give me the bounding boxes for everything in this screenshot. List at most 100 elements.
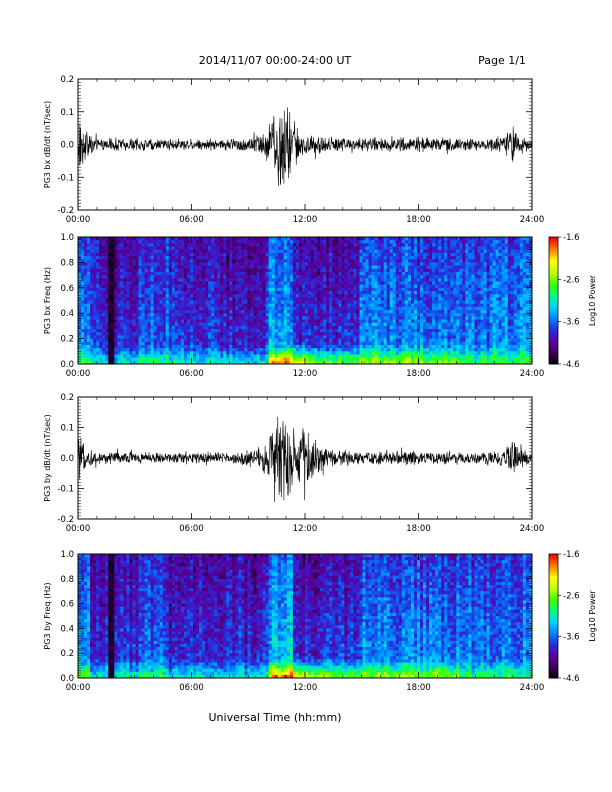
spectrogram-cell (153, 287, 158, 292)
spectrogram-cell (174, 325, 179, 330)
spectrogram-cell (205, 278, 209, 282)
spectrogram-cell (132, 306, 136, 311)
spectrogram-cell (162, 275, 167, 279)
spectrogram-cell (268, 271, 273, 276)
spectrogram-cell (123, 268, 127, 273)
spectrogram-cell (311, 300, 315, 305)
spectrogram-cell (150, 268, 155, 273)
spectrogram-cell (150, 243, 155, 247)
spectrogram-cell (180, 262, 185, 266)
spectrogram-cell (129, 243, 133, 247)
spectrogram-cell (196, 316, 200, 320)
spectrogram-cell (371, 237, 376, 241)
spectrogram-cell (335, 290, 339, 295)
spectrogram-cell (177, 268, 182, 273)
spectrogram-cell (256, 262, 260, 266)
spectrogram-cell (289, 249, 294, 254)
spectrogram-cell (174, 322, 179, 327)
spectrogram-cell (253, 256, 257, 260)
spectrogram-cell (253, 237, 257, 241)
spectrogram-cell (362, 287, 366, 292)
spectrogram-cell (317, 338, 321, 343)
spectrogram-cell (359, 351, 363, 355)
spectrogram-cell (368, 344, 372, 349)
spectrogram-cell (174, 278, 179, 282)
spectrogram-cell (196, 275, 200, 279)
spectrogram-cell (365, 348, 369, 352)
spectrogram-cell (353, 252, 357, 257)
spectrogram-cell (105, 322, 109, 327)
spectrogram-cell (413, 262, 418, 266)
spectrogram-cell (262, 259, 267, 263)
spectrogram-cell (99, 243, 103, 247)
spectrogram-cell (117, 265, 121, 270)
spectrogram-cell (162, 335, 167, 339)
spectrogram-cell (286, 341, 291, 346)
spectrogram-cell (329, 268, 333, 273)
spectrogram-cell (268, 319, 273, 324)
spectrogram-cell (368, 351, 372, 355)
spectrogram-cell (250, 335, 254, 339)
spectrogram-cell (114, 271, 118, 276)
spectrogram-cell (274, 284, 279, 289)
spectrogram-cell (108, 322, 112, 327)
spectrogram-cell (208, 281, 212, 286)
spectrogram-cell (78, 287, 82, 292)
spectrogram-cell (193, 297, 197, 301)
spectrogram-cell (229, 275, 233, 279)
spectrogram-cell (317, 256, 321, 260)
spectrogram-cell (126, 275, 130, 279)
spectrogram-cell (410, 341, 415, 346)
spectrogram-cell (247, 310, 251, 314)
spectrogram-cell (314, 290, 318, 295)
spectrogram-cell (262, 281, 267, 286)
spectrogram-cell (368, 341, 372, 346)
spectrogram-cell (220, 246, 224, 251)
spectrogram-cell (99, 310, 103, 314)
spectrogram-cell (144, 360, 149, 365)
spectrogram-cell (426, 278, 430, 282)
spectrogram-cell (223, 294, 227, 298)
spectrogram-cell (326, 354, 330, 359)
spectrogram-cell (347, 294, 351, 298)
spectrogram-cell (350, 300, 354, 305)
spectrogram-cell (407, 341, 412, 346)
page-number: Page 1/1 (478, 54, 526, 67)
spectrogram-cell (265, 275, 270, 279)
spectrogram-cell (311, 335, 315, 339)
spectrogram-cell (144, 322, 149, 327)
spectrogram-cell (435, 262, 439, 266)
spectrogram-cell (329, 319, 333, 324)
spectrogram-cell (335, 271, 339, 276)
spectrogram-cell (395, 348, 400, 352)
spectrogram-cell (350, 351, 354, 355)
spectrogram-cell (111, 297, 115, 301)
spectrogram-cell (362, 246, 366, 251)
spectrogram-cell (371, 268, 376, 273)
spectrogram-cell (250, 303, 254, 308)
spectrogram-cell (389, 303, 394, 308)
spectrogram-cell (217, 262, 221, 266)
spectrogram-cell (253, 290, 257, 295)
spectrogram-cell (262, 252, 267, 257)
spectrogram-cell (186, 303, 191, 308)
spectrogram-cell (193, 335, 197, 339)
spectrogram-cell (314, 246, 318, 251)
spectrogram-cell (120, 357, 124, 362)
spectrogram-cell (377, 357, 382, 362)
spectrogram-cell (413, 252, 418, 257)
spectrogram-cell (183, 284, 188, 289)
spectrogram-cell (165, 329, 170, 333)
spectrogram-cell (147, 348, 152, 352)
spectrogram-cell (280, 281, 285, 286)
spectrogram-cell (177, 290, 182, 295)
spectrogram-cell (350, 313, 354, 317)
spectrogram-cell (383, 259, 388, 263)
spectrogram-cell (180, 306, 185, 311)
spectrogram-cell (401, 351, 406, 355)
spectrogram-cell (392, 313, 397, 317)
spectrogram-cell (202, 268, 206, 273)
spectrogram-cell (368, 278, 372, 282)
spectrogram-cell (426, 281, 430, 286)
spectrogram-cell (295, 268, 300, 273)
